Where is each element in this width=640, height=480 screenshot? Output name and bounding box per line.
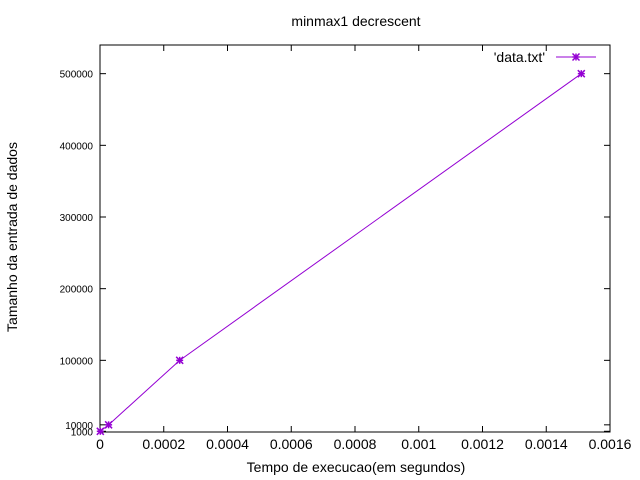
x-tick-label: 0.0006 bbox=[270, 436, 313, 452]
y-tick-label: 100000 bbox=[60, 356, 94, 367]
data-point bbox=[175, 356, 184, 365]
y-tick-label: 500000 bbox=[60, 70, 94, 81]
plot-frame bbox=[99, 44, 611, 433]
y-tick-label: 1000 bbox=[71, 427, 94, 438]
y-tick-label: 10000 bbox=[65, 421, 93, 432]
legend: 'data.txt' bbox=[494, 49, 596, 65]
y-tick-label: 400000 bbox=[60, 141, 94, 152]
x-tick-label: 0.0014 bbox=[525, 436, 568, 452]
x-tick-label: 0.0002 bbox=[142, 436, 185, 452]
y-tick-label: 200000 bbox=[60, 285, 94, 296]
x-tick-label: 0.001 bbox=[401, 436, 436, 452]
x-tick-label: 0.0008 bbox=[334, 436, 377, 452]
x-tick-label: 0.0004 bbox=[206, 436, 249, 452]
chart-title: minmax1 decrescent bbox=[291, 13, 420, 29]
x-tick-label: 0.0016 bbox=[589, 436, 632, 452]
y-tick-label: 300000 bbox=[60, 213, 94, 224]
x-tick-label: 0 bbox=[96, 436, 104, 452]
x-axis-label: Tempo de execucao(em segundos) bbox=[247, 459, 466, 475]
data-point bbox=[577, 69, 586, 78]
data-point bbox=[104, 420, 113, 429]
series-layer bbox=[96, 69, 586, 436]
x-axis: 0 0.0002 0.0004 0.0006 0.0008 0.001 0.0012 0.00… bbox=[96, 45, 632, 452]
y-axis-label: Tamanho da entrada de dados bbox=[4, 142, 20, 332]
series-line bbox=[100, 73, 582, 432]
legend-label: 'data.txt' bbox=[494, 49, 545, 65]
x-tick-label: 0.0012 bbox=[461, 436, 504, 452]
data-point bbox=[96, 427, 105, 436]
legend-marker bbox=[571, 52, 581, 62]
